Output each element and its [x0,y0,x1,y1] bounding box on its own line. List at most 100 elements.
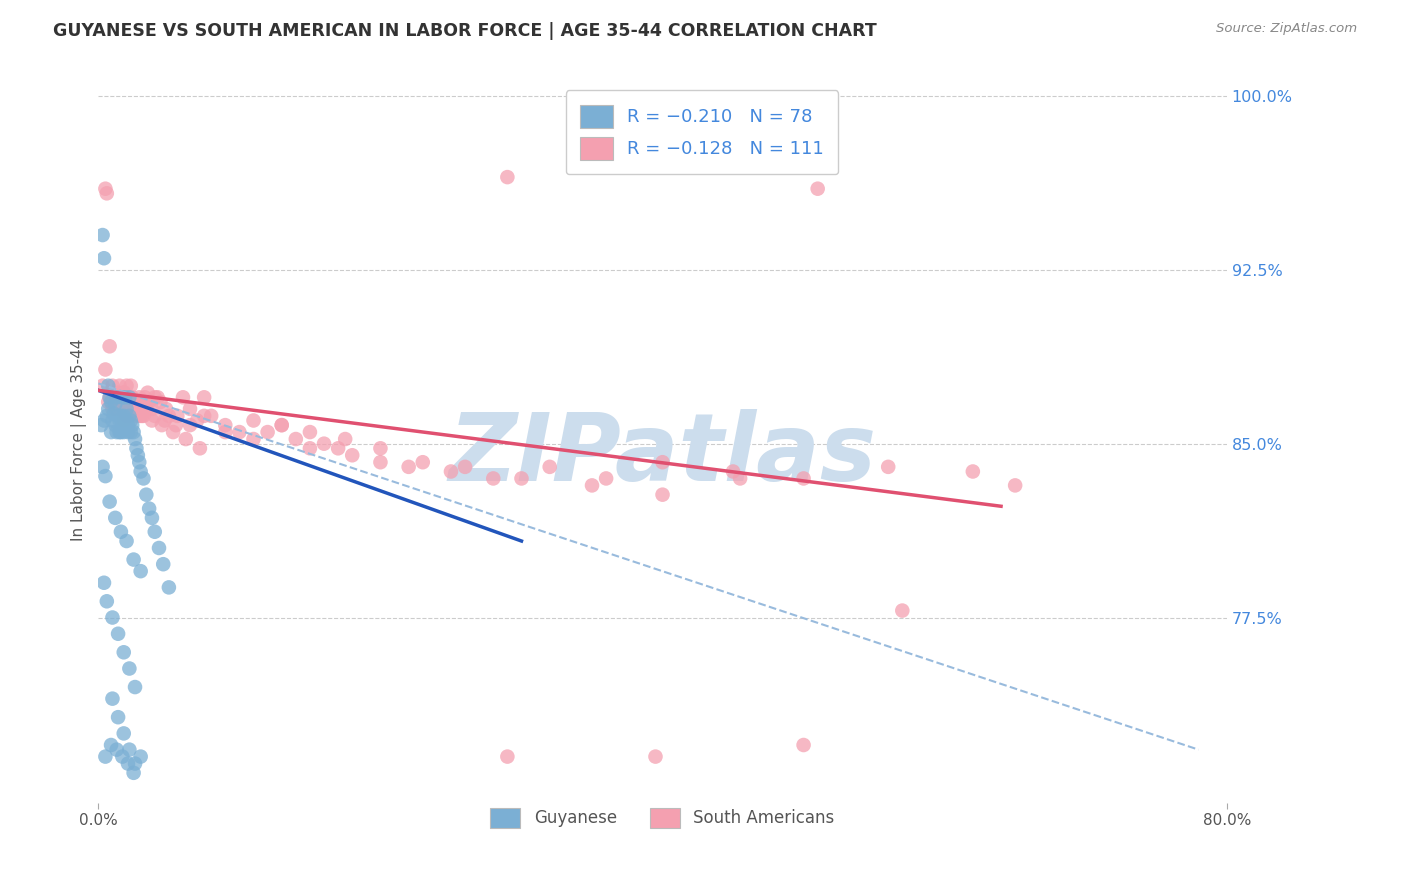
Point [104,418,127,433]
Point [721,465,744,479]
Point [128,390,150,404]
Point [214,418,236,433]
Point [122,409,145,423]
Point [111,401,134,416]
Point [298,442,321,456]
Point [110,390,132,404]
Point [105,742,128,756]
Point [90,418,112,433]
Point [94,749,117,764]
Point [107,409,129,423]
Point [1004,478,1026,492]
Point [111,390,134,404]
Point [91,378,114,392]
Point [188,442,211,456]
Point [193,409,215,423]
Point [132,409,155,423]
Point [97,401,120,416]
Point [118,395,141,409]
Point [148,541,170,555]
Point [110,425,132,439]
Point [118,395,141,409]
Point [891,603,914,617]
Point [120,413,142,427]
Point [284,432,307,446]
Point [122,765,145,780]
Point [100,425,122,439]
Point [149,395,172,409]
Point [143,390,166,404]
Point [112,726,135,740]
Point [115,413,138,427]
Point [270,418,292,433]
Point [155,401,177,416]
Point [131,409,153,423]
Point [134,390,156,404]
Point [107,710,129,724]
Point [124,401,146,416]
Point [112,425,135,439]
Point [101,378,124,392]
Text: GUYANESE VS SOUTH AMERICAN IN LABOR FORCE | AGE 35-44 CORRELATION CHART: GUYANESE VS SOUTH AMERICAN IN LABOR FORC… [53,22,877,40]
Point [120,378,142,392]
Point [454,459,477,474]
Point [312,436,335,450]
Point [101,610,124,624]
Point [228,425,250,439]
Point [179,418,201,433]
Point [94,182,117,196]
Point [108,425,131,439]
Point [105,390,128,404]
Point [98,339,121,353]
Point [370,455,392,469]
Point [143,409,166,423]
Point [174,432,197,446]
Point [157,409,180,423]
Point [129,401,152,416]
Point [122,425,145,439]
Point [100,395,122,409]
Point [110,409,132,423]
Point [97,378,120,392]
Point [115,409,138,423]
Point [127,409,149,423]
Text: Source: ZipAtlas.com: Source: ZipAtlas.com [1216,22,1357,36]
Point [242,432,264,446]
Point [118,409,141,423]
Point [115,534,138,549]
Point [125,401,148,416]
Point [115,378,138,392]
Point [108,401,131,416]
Point [581,478,603,492]
Point [124,756,146,771]
Y-axis label: In Labor Force | Age 35-44: In Labor Force | Age 35-44 [72,339,87,541]
Point [98,390,121,404]
Point [94,362,117,376]
Point [101,413,124,427]
Point [120,425,142,439]
Point [538,459,561,474]
Point [96,594,118,608]
Text: ZIPatlas: ZIPatlas [449,409,876,500]
Point [153,413,176,427]
Point [298,425,321,439]
Point [112,409,135,423]
Point [143,524,166,539]
Point [125,442,148,456]
Point [93,575,115,590]
Point [136,385,159,400]
Point [121,418,143,433]
Point [129,564,152,578]
Point [91,228,114,243]
Point [146,390,169,404]
Point [104,395,127,409]
Point [150,418,173,433]
Point [101,691,124,706]
Point [595,471,617,485]
Point [93,413,115,427]
Point [132,395,155,409]
Point [117,756,139,771]
Point [166,409,188,423]
Point [141,511,163,525]
Point [115,401,138,416]
